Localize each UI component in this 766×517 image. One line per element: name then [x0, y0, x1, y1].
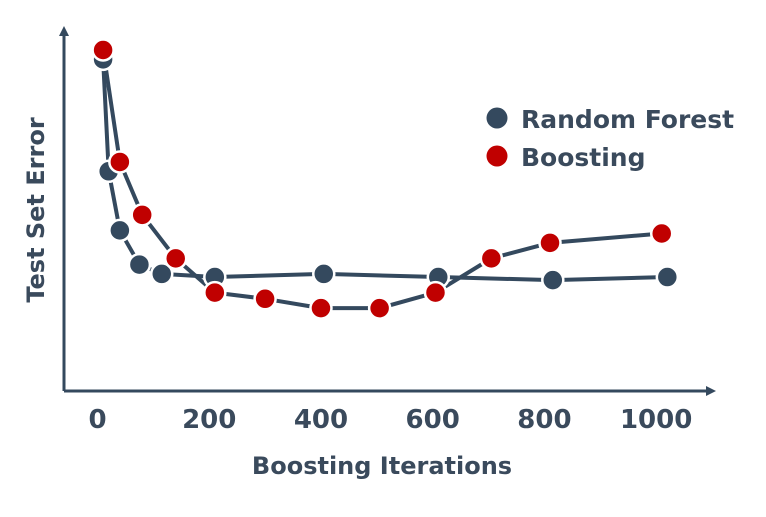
data-point-1 — [91, 38, 115, 62]
data-point-1 — [538, 231, 562, 255]
data-point-1 — [649, 221, 674, 246]
legend-label: Random Forest — [521, 105, 734, 134]
data-point-1 — [479, 246, 504, 271]
series-line-0 — [101, 59, 668, 283]
series-line-1 — [101, 49, 662, 311]
data-point-0 — [312, 262, 336, 286]
legend-label: Boosting — [521, 143, 646, 172]
data-point-1 — [423, 280, 448, 305]
data-point-1 — [108, 150, 132, 174]
data-point-0 — [108, 218, 132, 243]
x-tick-labels: 0 200 400 600 800 1000 — [88, 405, 692, 435]
data-point-0 — [127, 252, 152, 277]
legend: Random Forest Boosting — [486, 105, 734, 172]
data-point-1 — [367, 296, 392, 320]
data-point-1 — [203, 280, 227, 305]
legend-swatch — [486, 107, 508, 129]
x-tick-label: 200 — [182, 405, 236, 435]
x-tick-label: 0 — [88, 405, 106, 435]
data-point-1 — [253, 287, 277, 311]
data-point-0 — [541, 268, 565, 292]
x-tick-label: 1000 — [620, 405, 692, 435]
y-axis-title: Test Set Error — [22, 117, 50, 303]
x-tick-label: 400 — [294, 405, 348, 435]
x-axis-title: Boosting Iterations — [252, 452, 512, 480]
x-tick-label: 600 — [406, 405, 460, 435]
data-point-1 — [163, 246, 188, 271]
data-point-0 — [150, 262, 174, 286]
data-point-0 — [655, 265, 680, 289]
x-tick-label: 800 — [517, 405, 571, 435]
legend-swatch — [486, 145, 508, 167]
plot-area — [91, 38, 680, 320]
data-point-1 — [130, 203, 154, 227]
data-point-1 — [309, 296, 333, 320]
